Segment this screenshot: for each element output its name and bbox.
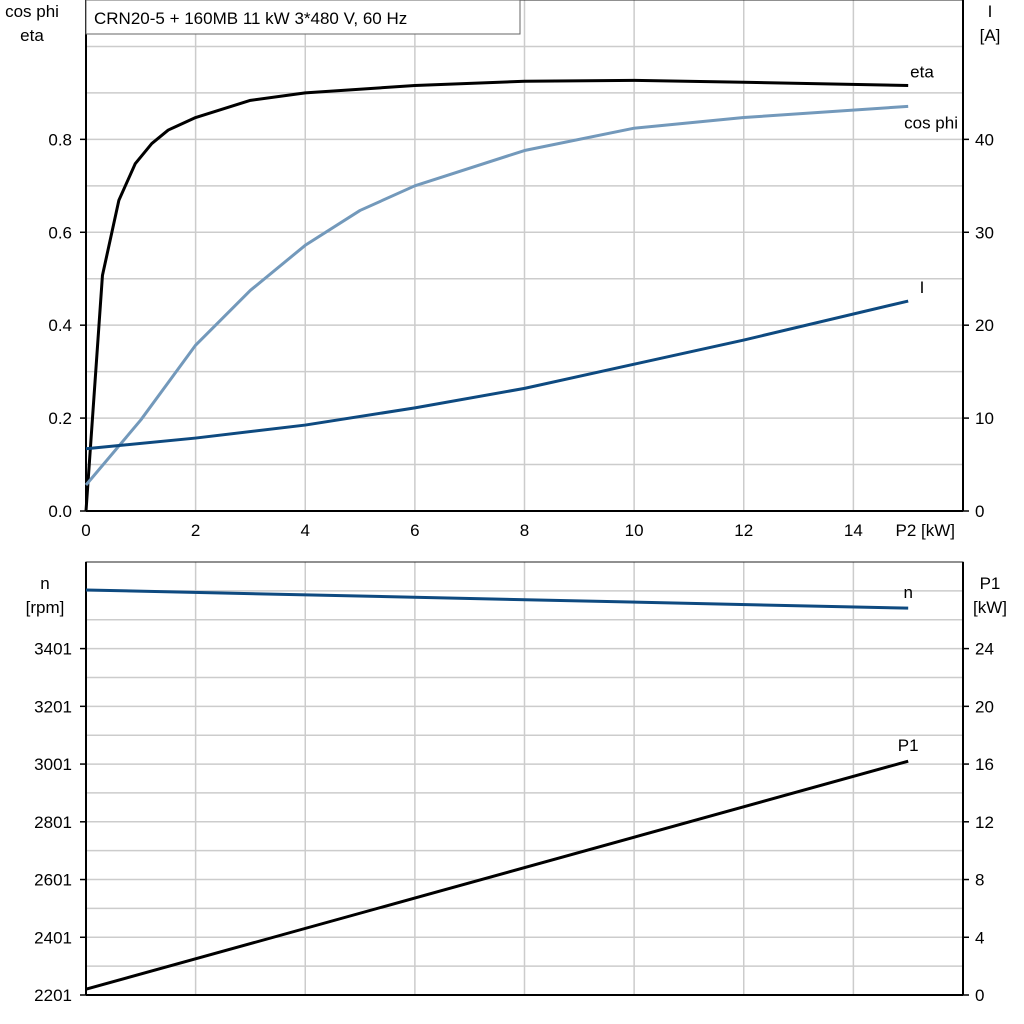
series-label-n: n: [903, 583, 912, 602]
y-tick-label-left: 0.8: [48, 130, 72, 149]
series-line-n: [85, 588, 909, 610]
y-axis-label-right: I: [988, 2, 993, 21]
x-tick-label: 10: [625, 521, 644, 540]
y-tick-label-right: 8: [975, 871, 984, 890]
y-axis-label-right: [kW]: [973, 598, 1007, 617]
y-axis-label-left: [rpm]: [26, 598, 65, 617]
x-tick-label: 8: [520, 521, 529, 540]
y-tick-label-left: 2801: [34, 813, 72, 832]
y-tick-label-left: 0.0: [48, 502, 72, 521]
y-tick-label-right: 40: [975, 130, 994, 149]
y-tick-label-left: 0.6: [48, 223, 72, 242]
y-tick-label-right: 16: [975, 755, 994, 774]
series-label-eta: eta: [910, 62, 934, 81]
series-line-cos-phi: [84, 104, 909, 486]
x-tick-label: 12: [734, 521, 753, 540]
y-tick-label-left: 0.4: [48, 316, 72, 335]
series-line-eta: [84, 78, 909, 512]
x-tick-label: 6: [410, 521, 419, 540]
series-label-I: I: [920, 278, 925, 297]
x-tick-label: 14: [844, 521, 863, 540]
y-tick-label-right: 0: [975, 986, 984, 1005]
x-tick-label: 0: [81, 521, 90, 540]
y-tick-label-right: 20: [975, 697, 994, 716]
y-tick-label-left: 0.2: [48, 409, 72, 428]
y-axis-label-left: eta: [20, 26, 44, 45]
y-tick-label-left: 2201: [34, 986, 72, 1005]
y-axis-label-left: cos phi: [5, 2, 59, 21]
series-label-P1: P1: [898, 736, 919, 755]
y-tick-label-right: 10: [975, 409, 994, 428]
y-tick-label-left: 3001: [34, 755, 72, 774]
y-tick-label-right: 4: [975, 928, 984, 947]
y-axis-label-left: n: [40, 574, 49, 593]
y-tick-label-left: 2401: [34, 928, 72, 947]
y-axis-label-right: P1: [980, 574, 1001, 593]
y-tick-label-left: 3201: [34, 697, 72, 716]
lower-plot: 2201 2401 2601 2801 3001 3201 3401 0 4 8 12 16 20 24 n…: [26, 561, 1007, 1005]
series-label-cos-phi: cos phi: [904, 113, 958, 132]
y-tick-label-left: 3401: [34, 640, 72, 659]
y-tick-label-right: 24: [975, 640, 994, 659]
series-line-I: [85, 299, 909, 451]
y-tick-label-right: 12: [975, 813, 994, 832]
series-line-P1: [85, 759, 909, 991]
title-box: CRN20-5 + 160MB 11 kW 3*480 V, 60 Hz: [85, 0, 521, 35]
y-tick-label-right: 20: [975, 316, 994, 335]
x-tick-label: 4: [301, 521, 310, 540]
upper-plot: 0.0 0.2 0.4 0.6 0.8 0 10 20 30 40 cos phi eta I [A] 0 2…: [5, 0, 1000, 540]
x-axis-label: P2 [kW]: [895, 521, 955, 540]
y-tick-label-right: 30: [975, 223, 994, 242]
y-tick-label-left: 2601: [34, 871, 72, 890]
y-axis-label-right: [A]: [980, 26, 1001, 45]
y-tick-label-right: 0: [975, 502, 984, 521]
x-tick-label: 2: [191, 521, 200, 540]
chart-title: CRN20-5 + 160MB 11 kW 3*480 V, 60 Hz: [94, 9, 407, 28]
